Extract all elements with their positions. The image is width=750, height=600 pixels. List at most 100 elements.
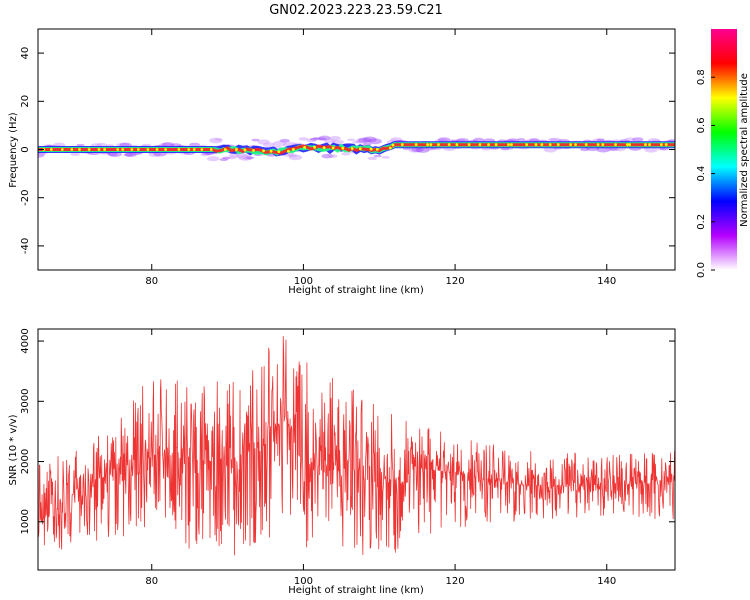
- spectrogram-halo-cell: [262, 142, 275, 148]
- spectrogram-peak-cell: [331, 146, 335, 150]
- snr-xlabel: Height of straight line (km): [288, 585, 424, 596]
- spectrogram-halo-cell: [408, 147, 422, 153]
- spectrogram-peak-cell: [155, 148, 159, 151]
- x-tick-label: 100: [294, 276, 313, 287]
- spectrogram-marks: [38, 135, 675, 162]
- spectrogram-peak-cell: [391, 143, 395, 147]
- x-tick-label: 140: [597, 276, 616, 287]
- x-tick-label: 120: [446, 576, 465, 587]
- spectrogram-halo-cell: [246, 156, 255, 160]
- x-tick-label: 120: [446, 276, 465, 287]
- x-tick-label: 140: [597, 576, 616, 587]
- spectrogram-peak-cell: [146, 148, 150, 151]
- spectrogram-peak-cell: [388, 146, 392, 150]
- spectrogram-halo-cell: [368, 138, 382, 145]
- snr-frame: [37, 328, 676, 571]
- spectrogram-peak-cell: [243, 148, 247, 152]
- spectrogram-halo-cell: [288, 154, 303, 161]
- colorbar-bar: [711, 29, 737, 270]
- spectrogram-halo-cell: [341, 152, 351, 156]
- spectrogram-peak-cell: [200, 148, 204, 151]
- spectrogram-halo-cell: [352, 140, 361, 144]
- spectrogram-peak-cell: [60, 148, 64, 151]
- spectrogram-halo-cell: [229, 153, 240, 158]
- spectrogram-halo-cell: [38, 151, 45, 158]
- spectrogram-halo-cell: [318, 135, 331, 141]
- spectrogram-halo-cell: [200, 152, 211, 157]
- spectrogram-peak-cell: [525, 143, 529, 147]
- spectrogram-peak-cell: [556, 143, 560, 147]
- x-tick-label: 80: [145, 276, 158, 287]
- spectrogram-peak-cell: [130, 148, 134, 151]
- spectrogram-peak-cell: [49, 148, 53, 151]
- spectrogram-panel: 80 100 120 140 -40 -20 0 20 40 Height of straigh…: [8, 28, 676, 296]
- colorbar-label: Normalized spectral amplitude: [739, 73, 750, 227]
- spectrogram-peak-cell: [291, 147, 295, 151]
- spectrogram-halo-cell: [279, 138, 290, 143]
- spectrogram-peak-cell: [164, 148, 168, 151]
- spectrogram-peak-cell: [447, 143, 451, 147]
- spectrogram-halo-cell: [76, 143, 85, 147]
- spectrogram-halo-cell: [123, 153, 133, 157]
- spectrogram-xlabel: Height of straight line (km): [288, 285, 424, 296]
- y-tick-label: -40: [20, 238, 31, 254]
- spectrogram-peak-cell: [78, 148, 81, 151]
- spectrogram-halo-cell: [324, 138, 336, 144]
- spectrogram-peak-cell: [209, 148, 213, 151]
- spectrogram-peak-cell: [628, 143, 632, 147]
- spectrogram-peak-cell: [286, 149, 290, 153]
- spectrogram-halo-cell: [390, 137, 403, 143]
- spectrogram-peak-cell: [322, 146, 326, 150]
- spectrogram-peak-cell: [87, 148, 91, 151]
- spectrogram-halo-cell: [243, 157, 253, 161]
- spectrogram-halo-cell: [529, 138, 540, 142]
- spectrogram-halo-cell: [415, 146, 430, 153]
- spectrogram-peak-cell: [659, 143, 663, 147]
- spectrogram-peak-cell: [426, 143, 430, 147]
- spectrogram-peak-cell: [187, 148, 191, 151]
- spectrogram-peak-cell: [644, 143, 647, 147]
- spectrogram-halo-cell: [288, 154, 298, 158]
- spectrogram-halo-cell: [298, 137, 309, 141]
- spectrogram-halo-cell: [632, 137, 644, 142]
- spectrogram-halo-cell: [549, 137, 562, 143]
- spectrogram-peak-cell: [414, 143, 418, 147]
- spectrogram-halo-cell: [355, 138, 369, 144]
- spectrogram-halo-cell: [251, 138, 260, 142]
- spectrogram-ylabel: Frequency (Hz): [8, 112, 19, 188]
- colorbar-tick-label: 0.4: [696, 166, 707, 182]
- colorbar: 0.0 0.2 0.4 0.6 0.8 Normalized spectral ampl…: [696, 29, 750, 278]
- spectrogram-peak-cell: [510, 143, 513, 147]
- spectrogram-peak-cell: [429, 143, 433, 147]
- spectrogram-peak-cell: [548, 143, 552, 147]
- spectrogram-halo-cell: [373, 154, 382, 158]
- spectrogram-peak-cell: [507, 143, 510, 147]
- snr-series-line: [38, 336, 675, 556]
- spectrogram-peak-cell: [584, 143, 588, 147]
- colorbar-ticks: 0.0 0.2 0.4 0.6 0.8: [696, 69, 715, 278]
- spectrogram-peak-cell: [70, 148, 74, 151]
- colorbar-tick-label: 0.0: [696, 262, 707, 278]
- spectrogram-halo-cell: [547, 137, 558, 142]
- x-tick-label: 80: [145, 576, 158, 587]
- spectrogram-peak-cell: [478, 143, 482, 147]
- figure-title: GN02.2023.223.23.59.C21: [269, 3, 443, 18]
- spectrogram-peak-cell: [467, 143, 471, 147]
- spectrogram-peak-cell: [614, 143, 617, 147]
- spectrogram-halo-cell: [312, 137, 321, 140]
- spectrogram-peak-cell: [400, 143, 404, 147]
- spectrogram-halo-cell: [209, 137, 223, 144]
- spectrogram-peak-cell: [574, 143, 577, 147]
- spectrogram-halo-cell: [362, 136, 377, 143]
- spectrogram-halo-cell: [272, 140, 287, 147]
- spectrogram-peak-cell: [596, 143, 600, 147]
- y-tick-label: -20: [20, 190, 31, 206]
- spectrogram-peak-cell: [262, 149, 265, 153]
- y-tick-label: 0: [20, 146, 31, 152]
- x-tick-label: 100: [294, 576, 313, 587]
- spectrogram-halo-cell: [411, 146, 424, 153]
- spectrogram-halo-cell: [161, 142, 175, 148]
- spectrogram-peak-cell: [369, 147, 373, 151]
- spectrogram-peak-cell: [177, 148, 181, 151]
